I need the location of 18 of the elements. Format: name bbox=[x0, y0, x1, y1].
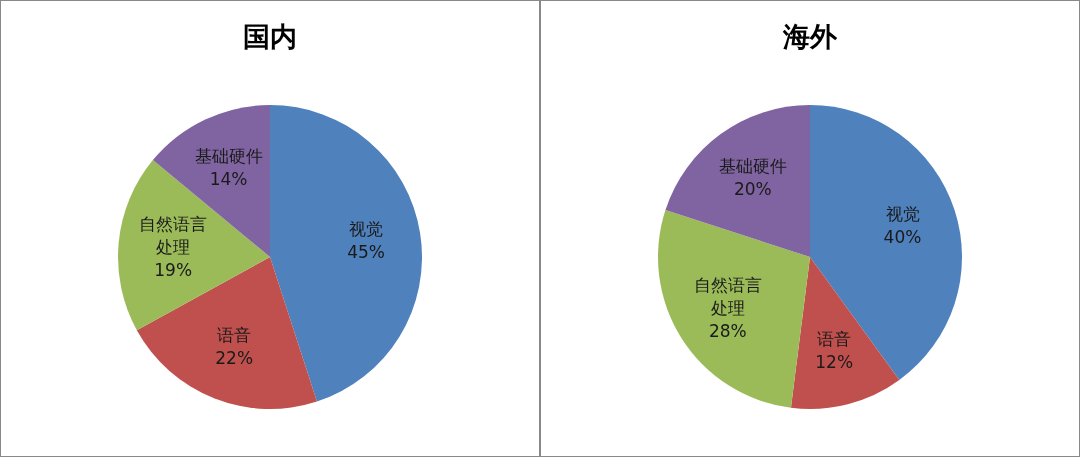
slice-label: 视觉 bbox=[349, 219, 384, 240]
data-label: 12% bbox=[815, 351, 854, 372]
data-label: 22% bbox=[215, 347, 254, 368]
data-label: 45% bbox=[347, 242, 385, 263]
data-label: 28% bbox=[708, 321, 747, 342]
slice-label: 基础硬件 bbox=[718, 155, 787, 176]
data-label: 19% bbox=[154, 259, 193, 280]
data-label: 40% bbox=[883, 227, 922, 248]
slice-label: 视觉 bbox=[885, 204, 920, 225]
chart-title: 海外 bbox=[782, 21, 838, 52]
slice-label: 基础硬件 bbox=[194, 146, 263, 167]
data-label: 20% bbox=[733, 178, 772, 199]
slice-label: 自然语言处理 bbox=[139, 213, 208, 257]
data-label: 14% bbox=[209, 169, 248, 190]
chart-title: 国内 bbox=[243, 21, 297, 52]
slice-label: 语音 bbox=[217, 324, 252, 345]
slice-label: 自然语言处理 bbox=[693, 275, 762, 319]
slice-label: 语音 bbox=[817, 328, 852, 349]
